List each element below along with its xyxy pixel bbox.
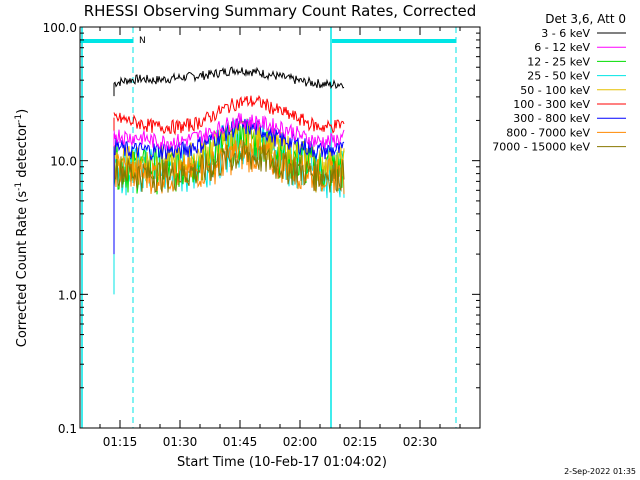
y-tick-label: 100.0 (43, 21, 77, 35)
series-line-4 (113, 118, 345, 182)
chart-title: RHESSI Observing Summary Count Rates, Co… (84, 2, 477, 20)
legend-label: 300 - 800 keV (513, 112, 590, 125)
x-tick-label: 02:00 (283, 435, 318, 449)
series-line-0 (113, 66, 345, 90)
x-tick-label: 02:30 (403, 435, 438, 449)
legend-label: 6 - 12 keV (534, 41, 590, 54)
y-tick-label: 10.0 (50, 155, 77, 169)
x-tick-label: 01:15 (103, 435, 138, 449)
sun-flag-label: N (139, 36, 146, 46)
y-axis-label: Corrected Count Rate (s-1 detector-1) (14, 109, 30, 347)
series-line-5 (113, 94, 345, 136)
series-line-1 (113, 112, 345, 152)
legend-label: 12 - 25 keV (527, 55, 590, 68)
legend-label: 800 - 7000 keV (506, 126, 590, 139)
legend-label: 3 - 6 keV (541, 27, 590, 40)
legend-label: 7000 - 15000 keV (492, 141, 590, 154)
x-axis-label: Start Time (10-Feb-17 01:04:02) (177, 455, 387, 470)
y-tick-label: 1.0 (58, 288, 77, 302)
plot-frame (79, 26, 481, 429)
x-tick-label: 01:45 (223, 435, 258, 449)
series-line-8 (113, 139, 345, 194)
series-line-6 (113, 118, 345, 161)
x-tick-label: 01:30 (163, 435, 198, 449)
footer-timestamp: 2-Sep-2022 01:35 (564, 467, 636, 476)
legend-label: 100 - 300 keV (513, 98, 590, 111)
legend-header: Det 3,6, Att 0 (545, 12, 626, 26)
x-tick-label: 02:15 (343, 435, 378, 449)
legend-label: 50 - 100 keV (520, 84, 590, 97)
legend-label: 25 - 50 keV (527, 70, 590, 83)
y-tick-label: 0.1 (58, 422, 77, 436)
